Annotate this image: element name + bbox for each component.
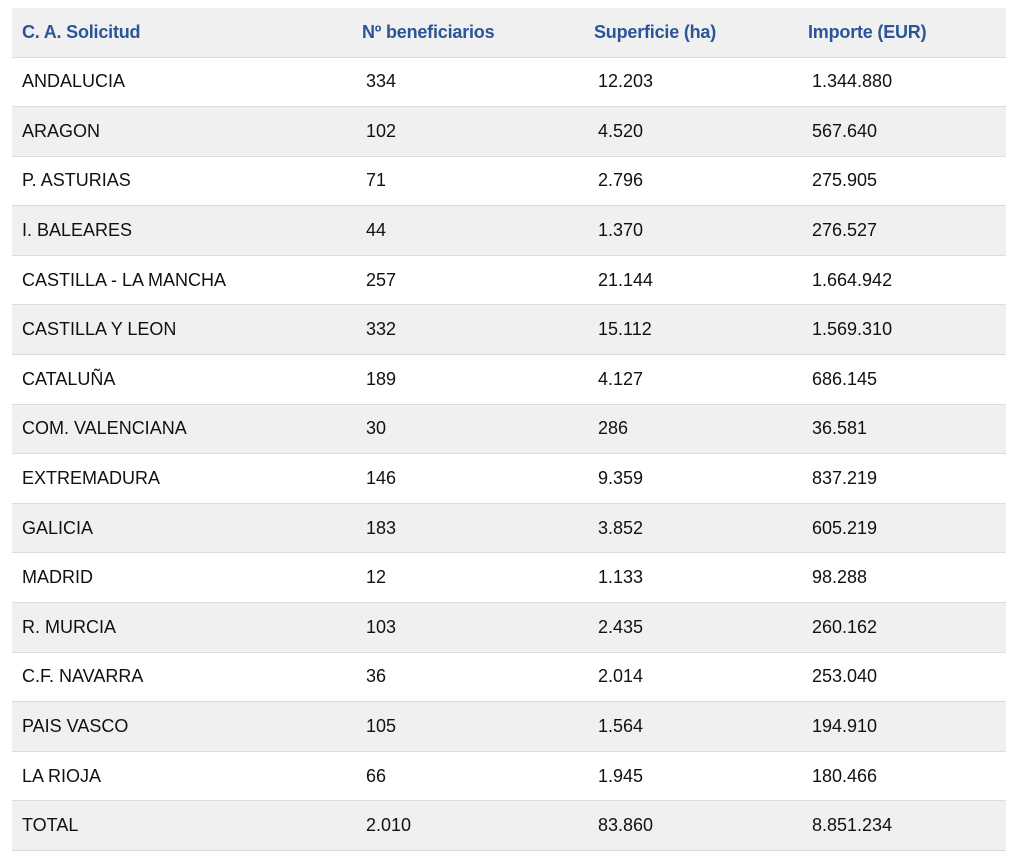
cell-region: TOTAL	[22, 815, 79, 836]
header-importe: Importe (EUR)	[808, 21, 927, 42]
table-row: GALICIA 183 3.852 605.219	[12, 503, 1006, 553]
table-row: LA RIOJA 66 1.945 180.466	[12, 751, 1006, 801]
header-ca-solicitud: C. A. Solicitud	[22, 21, 141, 42]
table-row: COM. VALENCIANA 30 286 36.581	[12, 404, 1006, 454]
cell-beneficiarios: 103	[366, 616, 397, 637]
table-row: CASTILLA Y LEON 332 15.112 1.569.310	[12, 304, 1006, 355]
cell-superficie: 2.014	[598, 666, 644, 687]
cell-superficie: 21.144	[598, 269, 654, 290]
cell-importe: 1.664.942	[812, 269, 893, 290]
cell-superficie: 4.520	[598, 120, 644, 141]
table-row: C.F. NAVARRA 36 2.014 253.040	[12, 652, 1006, 702]
table-header-row: C. A. Solicitud Nº beneficiarios Superfi…	[12, 8, 1006, 57]
cell-importe: 180.466	[812, 765, 878, 786]
cell-region: GALICIA	[22, 517, 94, 538]
cell-beneficiarios: 183	[366, 517, 397, 538]
table-row: PAIS VASCO 105 1.564 194.910	[12, 701, 1006, 752]
cell-beneficiarios: 44	[366, 220, 387, 241]
cell-region: CATALUÑA	[22, 368, 116, 389]
cell-superficie: 1.564	[598, 716, 644, 737]
cell-beneficiarios: 189	[366, 368, 397, 389]
cell-region: EXTREMADURA	[22, 468, 161, 489]
table-row: EXTREMADURA 146 9.359 837.219	[12, 454, 1006, 504]
cell-superficie: 4.127	[598, 368, 644, 389]
cell-superficie: 3.852	[598, 517, 644, 538]
cell-beneficiarios: 146	[366, 468, 397, 489]
cell-beneficiarios: 36	[366, 666, 387, 687]
table-row: CATALUÑA 189 4.127 686.145	[12, 355, 1006, 405]
cell-region: ANDALUCIA	[22, 71, 126, 92]
table-row: ANDALUCIA 334 12.203 1.344.880	[12, 57, 1006, 107]
cell-superficie: 1.945	[598, 765, 644, 786]
cell-beneficiarios: 105	[366, 716, 397, 737]
cell-importe: 8.851.234	[812, 815, 893, 836]
table-row: I. BALEARES 44 1.370 276.527	[12, 205, 1006, 256]
cell-superficie: 15.112	[598, 319, 652, 340]
beneficiaries-table: C. A. Solicitud Nº beneficiarios Superfi…	[12, 8, 1006, 851]
cell-beneficiarios: 30	[366, 418, 387, 439]
cell-region: PAIS VASCO	[22, 716, 129, 737]
cell-beneficiarios: 257	[366, 269, 397, 290]
cell-beneficiarios: 102	[366, 120, 397, 141]
cell-beneficiarios: 332	[366, 319, 397, 340]
cell-superficie: 1.370	[598, 220, 644, 241]
cell-region: I. BALEARES	[22, 220, 133, 241]
header-beneficiarios: Nº beneficiarios	[362, 21, 495, 42]
cell-superficie: 9.359	[598, 468, 644, 489]
table-row: ARAGON 102 4.520 567.640	[12, 106, 1006, 157]
table-body: ANDALUCIA 334 12.203 1.344.880 ARAGON 102 4.52…	[12, 57, 1006, 851]
cell-superficie: 83.860	[598, 815, 654, 836]
table-row: R. MURCIA 103 2.435 260.162	[12, 602, 1006, 653]
cell-importe: 276.527	[812, 220, 878, 241]
cell-superficie: 2.435	[598, 616, 644, 637]
cell-importe: 1.569.310	[812, 319, 893, 340]
cell-region: CASTILLA Y LEON	[22, 319, 177, 340]
cell-importe: 194.910	[812, 716, 878, 737]
cell-beneficiarios: 66	[366, 765, 387, 786]
cell-beneficiarios: 334	[366, 71, 397, 92]
cell-importe: 605.219	[812, 517, 878, 538]
cell-beneficiarios: 71	[366, 170, 387, 191]
cell-importe: 253.040	[812, 666, 878, 687]
cell-beneficiarios: 2.010	[366, 815, 412, 836]
cell-region: C.F. NAVARRA	[22, 666, 144, 687]
cell-region: LA RIOJA	[22, 765, 102, 786]
cell-importe: 837.219	[812, 468, 878, 489]
cell-importe: 275.905	[812, 170, 878, 191]
table-row: P. ASTURIAS 71 2.796 275.905	[12, 156, 1006, 206]
cell-region: CASTILLA - LA MANCHA	[22, 269, 227, 290]
cell-region: COM. VALENCIANA	[22, 418, 187, 439]
cell-importe: 36.581	[812, 418, 868, 439]
cell-superficie: 2.796	[598, 170, 644, 191]
cell-importe: 98.288	[812, 567, 868, 588]
cell-superficie: 1.133	[598, 567, 644, 588]
table-container: C. A. Solicitud Nº beneficiarios Superfi…	[12, 8, 1006, 851]
cell-region: ARAGON	[22, 120, 101, 141]
table-row: CASTILLA - LA MANCHA 257 21.144 1.664.942	[12, 255, 1006, 305]
cell-beneficiarios: 12	[366, 567, 387, 588]
cell-importe: 686.145	[812, 368, 878, 389]
cell-importe: 260.162	[812, 616, 878, 637]
cell-superficie: 12.203	[598, 71, 654, 92]
cell-region: R. MURCIA	[22, 616, 116, 637]
cell-importe: 567.640	[812, 120, 878, 141]
header-superficie: Superficie (ha)	[594, 21, 717, 42]
table-total-row: TOTAL 2.010 83.860 8.851.234	[12, 800, 1006, 851]
cell-region: MADRID	[22, 567, 93, 588]
cell-region: P. ASTURIAS	[22, 170, 131, 191]
cell-superficie: 286	[598, 418, 629, 439]
table-row: MADRID 12 1.133 98.288	[12, 553, 1006, 603]
cell-importe: 1.344.880	[812, 71, 893, 92]
